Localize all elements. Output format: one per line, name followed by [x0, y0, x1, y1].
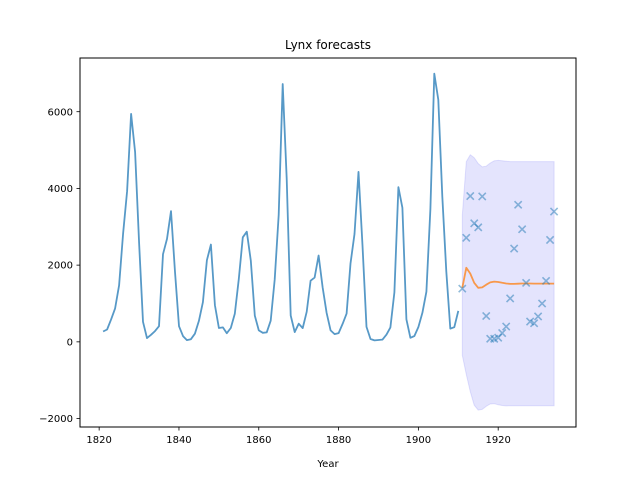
x-axis: 1820 1840 1860 1880 1900 1920	[86, 427, 511, 446]
x-marker	[549, 207, 559, 216]
y-tick-label: 0	[67, 337, 73, 348]
x-marker	[521, 278, 531, 288]
y-tick-label: 2000	[48, 261, 73, 272]
x-marker	[466, 191, 475, 201]
x-marker	[502, 322, 511, 331]
x-marker	[529, 319, 539, 328]
x-marker	[541, 276, 551, 286]
x-tick-label: 1860	[246, 435, 271, 446]
y-tick-label: −2000	[39, 414, 73, 425]
y-axis: −2000 0 2000 4000 6000	[39, 107, 80, 425]
x-marker	[458, 284, 467, 293]
x-marker	[509, 244, 519, 253]
x-tick-label: 1920	[485, 435, 510, 446]
x-marker	[513, 200, 523, 209]
y-tick-label: 4000	[48, 184, 73, 195]
x-marker	[505, 294, 515, 303]
plot-area	[102, 72, 559, 411]
x-tick-label: 1840	[166, 435, 191, 446]
x-tick-label: 1820	[86, 435, 111, 446]
x-marker	[545, 235, 555, 245]
x-tick-label: 1900	[406, 435, 431, 446]
x-tick-label: 1880	[326, 435, 351, 446]
x-marker	[533, 312, 543, 321]
x-marker	[474, 223, 483, 232]
x-marker	[537, 299, 547, 308]
x-marker	[482, 311, 491, 321]
x-marker	[462, 233, 471, 242]
x-marker	[517, 225, 527, 234]
training-line	[102, 72, 460, 342]
forecast-line	[461, 266, 555, 289]
x-marker	[498, 328, 507, 338]
test-markers	[458, 191, 559, 343]
x-axis-label: Year	[316, 459, 339, 470]
y-tick-label: 6000	[48, 107, 73, 118]
axes-frame	[79, 57, 577, 428]
chart-title: Lynx forecasts	[285, 38, 371, 52]
forecast-interval-band	[461, 153, 555, 411]
x-marker	[478, 192, 487, 201]
